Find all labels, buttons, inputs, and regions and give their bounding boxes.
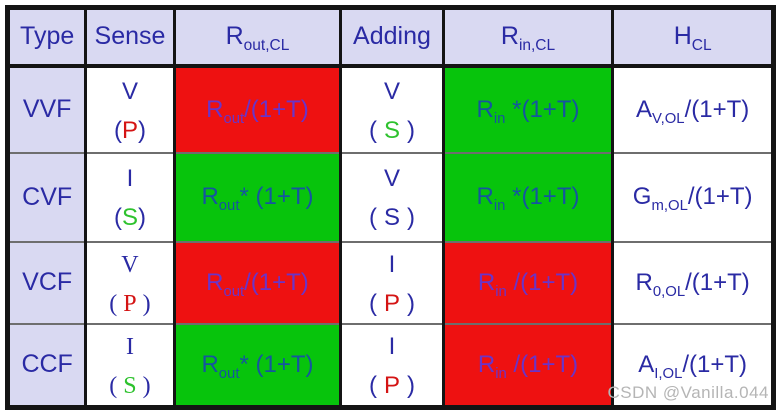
rin-formula: Rin *(1+T) <box>476 95 580 127</box>
type-cell: CVF <box>5 151 88 243</box>
hcl-formula: AV,OL/(1+T) <box>636 95 750 127</box>
rin-cl-cell: Rin /(1+T) <box>441 322 615 408</box>
sense-cell: V (P) <box>84 240 176 325</box>
rout-formula: Rout* (1+T) <box>201 350 314 382</box>
sense-topology: (S) <box>109 372 151 399</box>
hcl-formula: R0,OL/(1+T) <box>635 268 750 300</box>
header-sense: Sense <box>84 7 176 68</box>
h-cl-cell: R0,OL/(1+T) <box>611 240 775 325</box>
adding-quantity: V <box>383 165 400 192</box>
sense-quantity: I <box>126 165 134 192</box>
adding-topology: (P) <box>368 371 415 399</box>
rin-cl-cell: Rin /(1+T) <box>441 240 615 325</box>
adding-topology: (S) <box>368 116 415 144</box>
rin-formula: Rin /(1+T) <box>477 350 579 382</box>
sense-cell: I (S) <box>84 151 176 243</box>
h-cl-cell: Gm,OL/(1+T) <box>611 151 775 243</box>
sense-topology: (P) <box>113 116 146 144</box>
rin-formula: Rin /(1+T) <box>477 268 579 300</box>
adding-cell: V (S) <box>339 64 445 154</box>
rin-cl-cell: Rin *(1+T) <box>441 64 615 154</box>
header-row: Type Sense Rout,CL Adding Rin,CL HCL <box>5 7 775 68</box>
adding-quantity: I <box>388 250 396 278</box>
rout-cl-cell: Rout* (1+T) <box>172 151 343 243</box>
header-h-cl: HCL <box>611 7 775 68</box>
rout-formula: Rout/(1+T) <box>206 268 309 300</box>
rout-cl-cell: Rout/(1+T) <box>172 64 343 154</box>
header-rout-cl: Rout,CL <box>172 7 343 68</box>
sense-quantity: V <box>121 77 138 105</box>
type-cell: CCF <box>5 322 88 408</box>
adding-quantity: V <box>383 77 400 105</box>
h-cl-cell: AI,OL/(1+T) <box>611 322 775 408</box>
rout-cl-cell: Rout* (1+T) <box>172 322 343 408</box>
h-cl-cell: AV,OL/(1+T) <box>611 64 775 154</box>
rin-formula: Rin *(1+T) <box>476 183 580 214</box>
adding-cell: I (P) <box>339 322 445 408</box>
rout-formula: Rout* (1+T) <box>201 183 314 214</box>
sense-quantity: I <box>125 333 134 360</box>
rout-formula: Rout/(1+T) <box>206 95 309 127</box>
feedback-summary-table: Type Sense Rout,CL Adding Rin,CL HCL VVF… <box>5 5 776 410</box>
type-cell: VVF <box>5 64 88 154</box>
header-rin-cl: Rin,CL <box>441 7 615 68</box>
rin-cl-cell: Rin *(1+T) <box>441 151 615 243</box>
table-row-vvf: VVF V (P) Rout/(1+T) V (S) Rin *(1+T) AV… <box>5 64 775 154</box>
sense-topology: (P) <box>109 290 151 317</box>
hcl-formula: AI,OL/(1+T) <box>638 350 748 382</box>
sense-quantity: V <box>121 251 139 278</box>
csdn-watermark: CSDN @Vanilla.044 <box>607 383 769 402</box>
table-row-vcf: VCF V (P) Rout/(1+T) I (P) Rin /(1+T) R0… <box>5 240 775 325</box>
adding-cell: I (P) <box>339 240 445 325</box>
rout-cl-cell: Rout/(1+T) <box>172 240 343 325</box>
sense-cell: V (P) <box>84 64 176 154</box>
sense-topology: (S) <box>113 204 146 231</box>
adding-topology: (P) <box>368 289 415 317</box>
adding-quantity: I <box>388 332 396 360</box>
header-adding: Adding <box>339 7 445 68</box>
type-cell: VCF <box>5 240 88 325</box>
hcl-formula: Gm,OL/(1+T) <box>632 183 753 214</box>
adding-topology: (S) <box>368 204 415 231</box>
sense-cell: I (S) <box>84 322 176 408</box>
header-type: Type <box>5 7 88 68</box>
table-row-ccf: CCF I (S) Rout* (1+T) I (P) Rin /(1+T) A… <box>5 322 775 408</box>
adding-cell: V (S) <box>339 151 445 243</box>
table-row-cvf: CVF I (S) Rout* (1+T) V (S) Rin *(1+T) G… <box>5 151 775 243</box>
